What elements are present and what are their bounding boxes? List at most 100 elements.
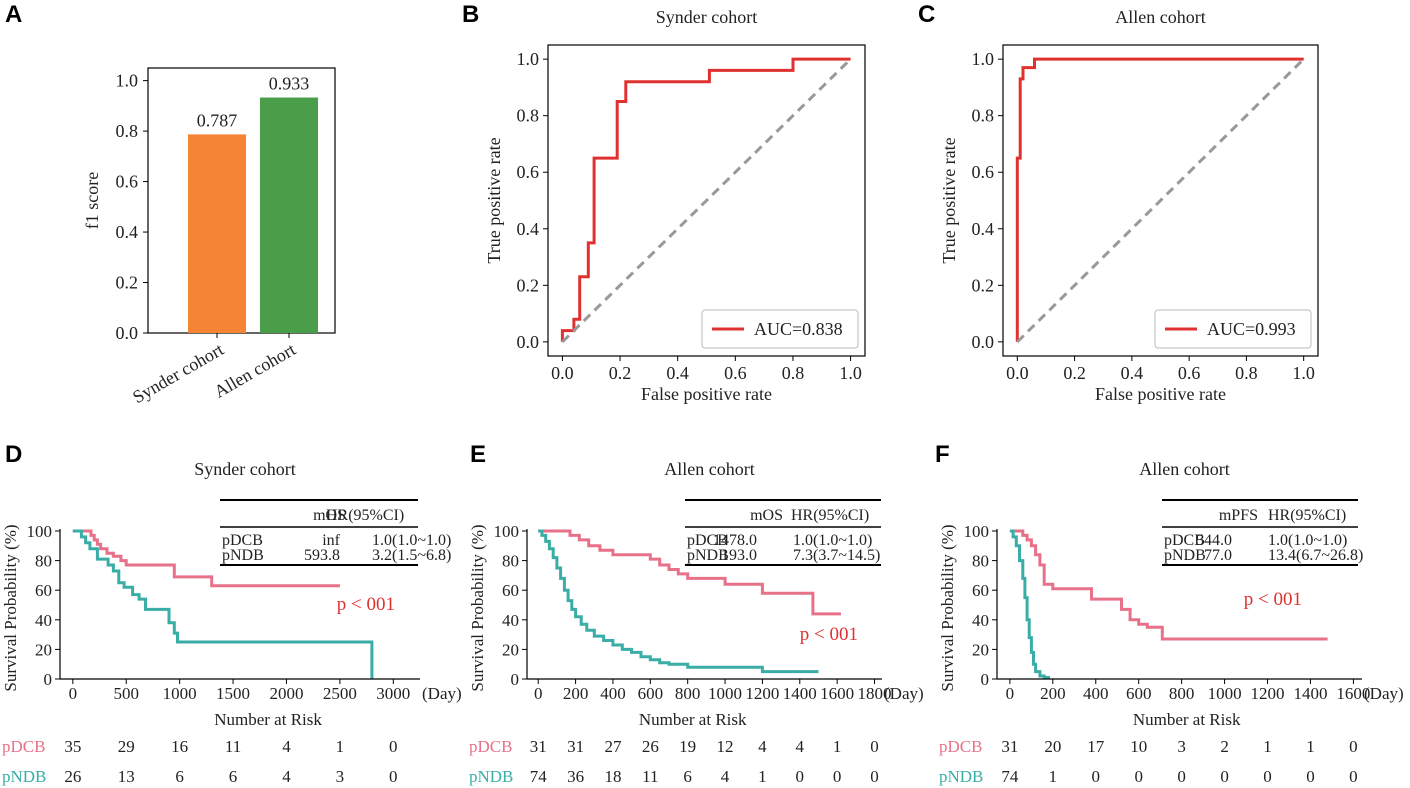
bar <box>260 97 318 334</box>
x-tick-label: 600 <box>638 684 664 703</box>
risk-count: 31 <box>1001 737 1018 756</box>
y-tick-label: 100 <box>494 522 520 541</box>
y-tick-label: 60 <box>972 581 989 600</box>
y-tick-label: 20 <box>502 640 519 659</box>
x-axis-unit: (Day) <box>422 684 462 703</box>
risk-count: 1 <box>833 737 842 756</box>
risk-count: 0 <box>1177 767 1186 786</box>
km-curve-pdcb <box>1009 529 1328 641</box>
risk-table-title: Number at Risk <box>214 710 322 729</box>
y-tick-label: 20 <box>972 640 989 659</box>
y-tick-label: 0.2 <box>972 275 995 295</box>
panel-letter-e: E <box>470 441 486 468</box>
table-cell: 193.0 <box>721 547 757 564</box>
y-tick-label: 0.4 <box>972 219 995 239</box>
risk-count: 0 <box>389 737 398 756</box>
table-header: mPFS <box>1219 507 1258 524</box>
x-tick-label: 0.6 <box>724 363 747 383</box>
y-tick-label: 60 <box>502 581 519 600</box>
y-tick-label: 0.6 <box>972 162 995 182</box>
risk-count: 11 <box>642 767 658 786</box>
y-tick-label: 40 <box>35 611 52 630</box>
risk-group-label: pNDB <box>2 767 46 786</box>
roc-curve <box>1015 57 1304 342</box>
x-tick-label: 0.6 <box>1178 363 1201 383</box>
table-cell: 1.0(1.0~1.0) <box>1268 532 1347 549</box>
x-tick-label: 0.0 <box>1006 363 1029 383</box>
table-cell: 77.0 <box>1204 547 1232 564</box>
x-tick-label: 1.0 <box>1292 363 1315 383</box>
y-tick-label: 0.0 <box>972 332 995 352</box>
risk-count: 0 <box>1306 767 1315 786</box>
risk-count: 0 <box>1092 767 1101 786</box>
x-tick-label: 0.4 <box>666 363 689 383</box>
risk-count: 13 <box>118 767 135 786</box>
risk-table-title: Number at Risk <box>639 710 747 729</box>
x-tick-label: 1000 <box>1208 684 1242 703</box>
x-tick-label: 1600 <box>820 684 854 703</box>
risk-group-label: pNDB <box>469 767 513 786</box>
bar <box>188 134 246 333</box>
y-tick-label: 0 <box>44 670 53 689</box>
risk-count: 6 <box>683 767 692 786</box>
x-tick-label: 1.0 <box>839 363 862 383</box>
risk-table-title: Number at Risk <box>1133 710 1241 729</box>
table-header: HR(95%CI) <box>326 507 404 524</box>
km-curve-pndb <box>1009 529 1050 679</box>
bar-value-label: 0.787 <box>197 110 238 130</box>
y-tick-label: 80 <box>35 552 52 571</box>
table-cell: pNDB <box>1164 547 1206 564</box>
x-tick-label: 400 <box>600 684 626 703</box>
risk-count: 0 <box>1220 767 1229 786</box>
risk-count: 6 <box>229 767 238 786</box>
p-value-label: p < 001 <box>337 594 395 615</box>
p-value-label: p < 001 <box>800 624 858 645</box>
y-tick-label: 0.8 <box>517 106 540 126</box>
x-tick-label: 400 <box>1083 684 1109 703</box>
x-tick-label: 1000 <box>163 684 197 703</box>
x-axis-unit: (Day) <box>884 684 924 703</box>
x-tick-label: 1400 <box>783 684 817 703</box>
x-tick-label: 0 <box>534 684 543 703</box>
y-tick-label: 100 <box>27 522 53 541</box>
panel-b: B Synder cohort 0.0 0.0 0.2 0.2 0.4 0.4 0.6 0.6 0.… <box>462 1 866 404</box>
legend-label: AUC=0.838 <box>754 319 843 339</box>
x-tick-label: 2500 <box>323 684 357 703</box>
risk-count: 74 <box>1001 767 1019 786</box>
table-cell: 1.0(1.0~1.0) <box>793 532 872 549</box>
risk-count: 35 <box>64 737 81 756</box>
x-tick-label: 1500 <box>216 684 250 703</box>
p-value-label: p < 001 <box>1244 589 1302 610</box>
y-tick-label: 60 <box>35 581 52 600</box>
x-axis-label: False positive rate <box>641 384 772 404</box>
risk-count: 31 <box>567 737 584 756</box>
km-curve-pndb <box>538 529 819 674</box>
panel-letter-a: A <box>5 1 22 28</box>
chance-diagonal-line <box>561 58 852 343</box>
x-tick-label: 600 <box>1126 684 1152 703</box>
table-cell: 3.2(1.5~6.8) <box>372 547 451 564</box>
x-tick-label: 800 <box>1169 684 1195 703</box>
table-cell: pDCB <box>687 532 728 549</box>
table-cell: pDCB <box>222 532 263 549</box>
risk-count: 4 <box>282 767 291 786</box>
y-axis-label: Survival Probability (%) <box>938 524 957 691</box>
x-axis-unit: (Day) <box>1364 684 1404 703</box>
risk-count: 29 <box>118 737 135 756</box>
table-cell: 1478.0 <box>713 532 757 549</box>
y-tick-label: 40 <box>502 611 519 630</box>
x-tick-label: 0.8 <box>782 363 805 383</box>
y-tick-label: 80 <box>972 552 989 571</box>
table-header: mOS <box>313 507 346 524</box>
risk-count: 36 <box>567 767 584 786</box>
table-cell: pNDB <box>687 547 729 564</box>
risk-count: 0 <box>833 767 842 786</box>
risk-count: 0 <box>389 767 398 786</box>
risk-count: 10 <box>1130 737 1147 756</box>
y-tick-label: 80 <box>502 552 519 571</box>
